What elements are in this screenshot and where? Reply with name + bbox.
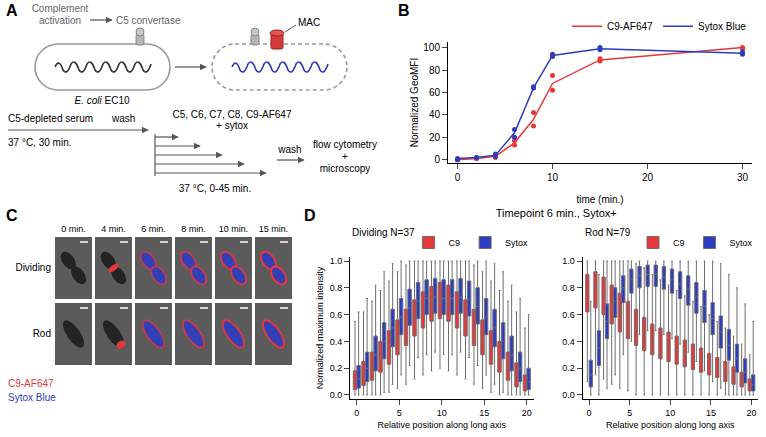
svg-text:1.0: 1.0 bbox=[330, 256, 343, 266]
html-text:B: B bbox=[398, 2, 410, 19]
svg-text:5: 5 bbox=[397, 408, 402, 418]
svg-text:MAC: MAC bbox=[298, 17, 320, 28]
svg-text:10: 10 bbox=[437, 408, 447, 418]
svg-text:Normalized GeoMFI: Normalized GeoMFI bbox=[409, 58, 420, 147]
svg-text:37 °C, 30 min.: 37 °C, 30 min. bbox=[8, 137, 71, 148]
svg-text:20: 20 bbox=[746, 408, 756, 418]
svg-text:+: + bbox=[342, 151, 348, 162]
svg-text:20: 20 bbox=[429, 132, 441, 143]
svg-text:15: 15 bbox=[479, 408, 489, 418]
svg-text:wash: wash bbox=[277, 144, 301, 155]
svg-text:0 min.: 0 min. bbox=[61, 224, 86, 234]
svg-text:37 °C, 0-45 min.: 37 °C, 0-45 min. bbox=[179, 183, 251, 194]
svg-text:microscopy: microscopy bbox=[320, 163, 371, 174]
svg-text:5: 5 bbox=[627, 408, 632, 418]
svg-text:Sytox Blue: Sytox Blue bbox=[698, 21, 746, 32]
svg-text:wash: wash bbox=[111, 113, 135, 124]
svg-text:C5 convertase: C5 convertase bbox=[116, 15, 181, 26]
svg-text:15 min.: 15 min. bbox=[259, 224, 289, 234]
svg-text:Rod: Rod bbox=[33, 328, 51, 339]
svg-text:Relative position along long a: Relative position along long axis bbox=[606, 420, 735, 430]
svg-text:0: 0 bbox=[455, 172, 461, 183]
svg-text:0: 0 bbox=[434, 154, 440, 165]
svg-text:60: 60 bbox=[429, 87, 441, 98]
svg-text:0.0: 0.0 bbox=[562, 390, 575, 400]
svg-text:C5-depleted serum: C5-depleted serum bbox=[8, 113, 93, 124]
svg-text:E. coli EC10: E. coli EC10 bbox=[74, 95, 129, 106]
svg-text:A: A bbox=[6, 2, 18, 19]
svg-text:0: 0 bbox=[587, 408, 592, 418]
svg-text:0.6: 0.6 bbox=[330, 310, 343, 320]
svg-text:10: 10 bbox=[665, 408, 675, 418]
svg-text:8 min.: 8 min. bbox=[181, 224, 206, 234]
svg-text:C9: C9 bbox=[673, 238, 685, 248]
svg-text:Sytox: Sytox bbox=[730, 238, 753, 248]
svg-text:10: 10 bbox=[547, 172, 559, 183]
svg-text:C5, C6, C7, C8, C9-AF647: C5, C6, C7, C8, C9-AF647 bbox=[173, 109, 292, 120]
svg-text:Dividing: Dividing bbox=[15, 262, 51, 273]
svg-text:10 min.: 10 min. bbox=[219, 224, 249, 234]
svg-text:4 min.: 4 min. bbox=[101, 224, 126, 234]
svg-text:0.6: 0.6 bbox=[562, 310, 575, 320]
svg-text:Dividing N=37: Dividing N=37 bbox=[352, 227, 415, 238]
svg-text:Normalized maximum intensity: Normalized maximum intensity bbox=[315, 266, 325, 389]
svg-text:Rod N=79: Rod N=79 bbox=[585, 227, 631, 238]
html-text:D: D bbox=[304, 207, 316, 224]
svg-text:0.8: 0.8 bbox=[330, 283, 343, 293]
svg-text:time (min.): time (min.) bbox=[576, 194, 623, 205]
svg-text:0.4: 0.4 bbox=[562, 337, 575, 347]
svg-text:C9-AF647: C9-AF647 bbox=[8, 378, 54, 389]
svg-text:80: 80 bbox=[429, 65, 441, 76]
svg-text:Sytox: Sytox bbox=[505, 238, 528, 248]
svg-text:0.2: 0.2 bbox=[330, 363, 343, 373]
svg-text:0: 0 bbox=[354, 408, 359, 418]
svg-text:C9: C9 bbox=[449, 238, 461, 248]
svg-text:100: 100 bbox=[423, 42, 440, 53]
svg-text:0.0: 0.0 bbox=[330, 390, 343, 400]
svg-text:6 min.: 6 min. bbox=[141, 224, 166, 234]
svg-text:Complement: Complement bbox=[32, 3, 89, 14]
svg-text:activation: activation bbox=[39, 15, 81, 26]
svg-text:Sytox Blue: Sytox Blue bbox=[8, 392, 56, 403]
svg-text:Relative position along long a: Relative position along long axis bbox=[378, 420, 507, 430]
svg-text:30: 30 bbox=[737, 172, 749, 183]
svg-text:+ sytox: + sytox bbox=[216, 120, 248, 131]
svg-text:C: C bbox=[6, 207, 18, 224]
svg-text:Timepoint 6 min., Sytox+: Timepoint 6 min., Sytox+ bbox=[496, 207, 617, 219]
svg-text:C9-AF647: C9-AF647 bbox=[607, 21, 653, 32]
svg-text:1.0: 1.0 bbox=[562, 256, 575, 266]
svg-text:0.2: 0.2 bbox=[562, 363, 575, 373]
svg-text:20: 20 bbox=[642, 172, 654, 183]
svg-text:0.4: 0.4 bbox=[330, 337, 343, 347]
svg-text:20: 20 bbox=[522, 408, 532, 418]
svg-text:40: 40 bbox=[429, 109, 441, 120]
svg-text:flow cytometry: flow cytometry bbox=[313, 139, 377, 150]
svg-text:15: 15 bbox=[706, 408, 716, 418]
svg-text:0.8: 0.8 bbox=[562, 283, 575, 293]
